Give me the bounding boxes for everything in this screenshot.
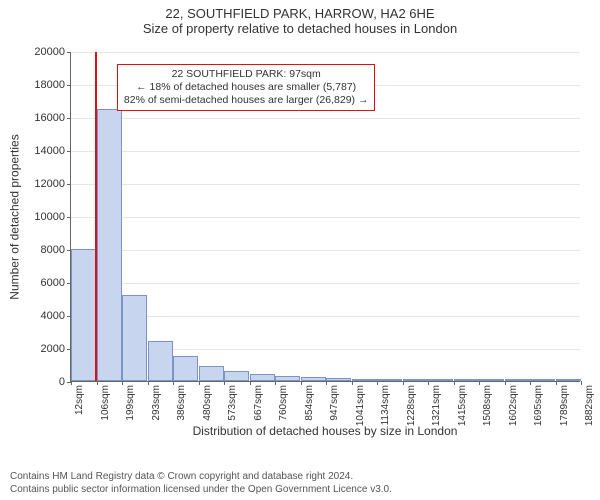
- annotation-line: 82% of semi-detached houses are larger (…: [124, 94, 369, 107]
- y-tick-label: 2000: [41, 343, 71, 355]
- grid-line: [71, 52, 580, 53]
- x-axis-label: Distribution of detached houses by size …: [70, 424, 580, 438]
- x-tick-label: 1321sqm: [431, 385, 442, 426]
- y-tick-label: 10000: [34, 211, 71, 223]
- x-tick-label: 1789sqm: [559, 385, 570, 426]
- histogram-bar: [173, 356, 198, 381]
- y-axis-label: Number of detached properties: [8, 52, 22, 382]
- histogram-bar: [428, 379, 453, 381]
- x-tick-label: 573sqm: [227, 385, 238, 421]
- footer-line-1: Contains HM Land Registry data © Crown c…: [10, 471, 590, 484]
- annotation-line: ← 18% of detached houses are smaller (5,…: [124, 81, 369, 94]
- x-tick-label: 1508sqm: [482, 385, 493, 426]
- x-tick-label: 293sqm: [151, 385, 162, 421]
- x-tick-label: 480sqm: [202, 385, 213, 421]
- histogram-bar: [250, 374, 275, 381]
- x-tick-label: 106sqm: [100, 385, 111, 421]
- plot-area: 0200040006000800010000120001400016000180…: [70, 52, 580, 382]
- histogram-bar: [505, 379, 530, 381]
- x-tick-label: 386sqm: [176, 385, 187, 421]
- x-tick-label: 1695sqm: [533, 385, 544, 426]
- histogram-bar: [454, 379, 479, 381]
- histogram-bar: [556, 379, 581, 381]
- annotation-line: 22 SOUTHFIELD PARK: 97sqm: [124, 68, 369, 81]
- histogram-bar: [97, 109, 122, 381]
- grid-line: [71, 118, 580, 119]
- annotation-box: 22 SOUTHFIELD PARK: 97sqm← 18% of detach…: [117, 64, 376, 111]
- histogram-bar: [326, 378, 351, 381]
- y-tick-label: 8000: [41, 244, 71, 256]
- histogram-bar: [122, 295, 147, 381]
- x-tick-label: 667sqm: [253, 385, 264, 421]
- footer-attribution: Contains HM Land Registry data © Crown c…: [10, 471, 590, 496]
- histogram-bar: [403, 379, 428, 381]
- footer-line-2: Contains public sector information licen…: [10, 484, 590, 497]
- grid-line: [71, 151, 580, 152]
- histogram-bar: [352, 379, 377, 381]
- x-tick-label: 1041sqm: [355, 385, 366, 426]
- grid-line: [71, 217, 580, 218]
- grid-line: [71, 250, 580, 251]
- x-tick-label: 199sqm: [125, 385, 136, 421]
- grid-line: [71, 184, 580, 185]
- histogram-bar: [377, 379, 402, 381]
- histogram-bar: [148, 341, 173, 381]
- y-tick-label: 18000: [34, 79, 71, 91]
- histogram-bar: [530, 379, 555, 381]
- property-marker-line: [95, 52, 97, 381]
- y-tick-label: 20000: [34, 46, 71, 58]
- histogram-bar: [479, 379, 504, 381]
- x-tick-label: 1134sqm: [380, 385, 391, 425]
- histogram-bar: [71, 249, 96, 381]
- histogram-bar: [275, 376, 300, 381]
- histogram-bar: [224, 371, 249, 381]
- x-tick-label: 854sqm: [304, 385, 315, 421]
- x-tick-label: 1415sqm: [457, 385, 468, 426]
- x-tick-label: 760sqm: [278, 385, 289, 421]
- x-tick-label: 12sqm: [74, 385, 85, 415]
- chart-subtitle: Size of property relative to detached ho…: [0, 21, 600, 40]
- x-tick-label: 1228sqm: [406, 385, 417, 426]
- chart-title: 22, SOUTHFIELD PARK, HARROW, HA2 6HE: [0, 0, 600, 21]
- y-tick-label: 12000: [34, 178, 71, 190]
- y-tick-label: 4000: [41, 310, 71, 322]
- x-tick-label: 947sqm: [329, 385, 340, 421]
- y-tick-label: 16000: [34, 112, 71, 124]
- x-tick-label: 1882sqm: [584, 385, 595, 426]
- grid-line: [71, 316, 580, 317]
- grid-line: [71, 283, 580, 284]
- y-tick-label: 14000: [34, 145, 71, 157]
- histogram-bar: [301, 377, 326, 381]
- y-tick-label: 0: [59, 376, 71, 388]
- x-tick-label: 1602sqm: [508, 385, 519, 426]
- histogram-bar: [199, 366, 224, 381]
- y-tick-label: 6000: [41, 277, 71, 289]
